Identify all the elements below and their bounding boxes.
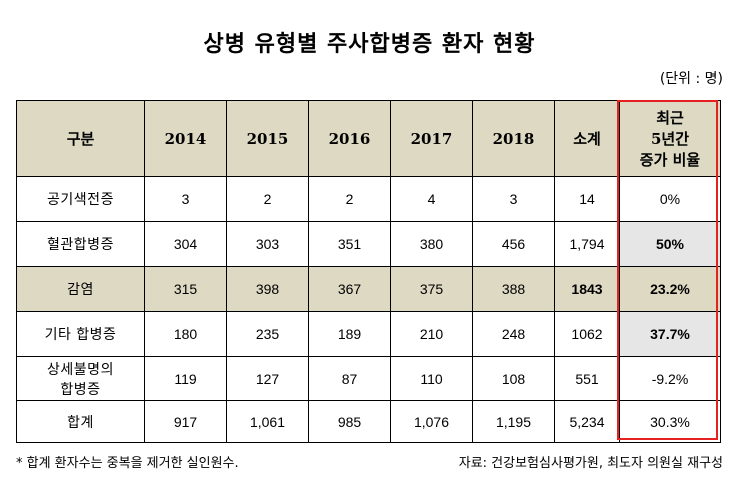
table-cell: 2 — [226, 176, 309, 222]
table-cell: 304 — [144, 221, 227, 267]
table-row: 혈관합병증 304 303 351 380 456 1,794 50% — [16, 221, 721, 267]
table-row: 공기색전증 3 2 2 4 3 14 0% — [16, 176, 721, 222]
row-label: 공기색전증 — [16, 176, 145, 222]
ratio-cell: 0% — [619, 176, 721, 222]
table-cell: 2 — [308, 176, 391, 222]
row-label-line: 상세불명의 — [47, 361, 114, 378]
table-cell: 108 — [472, 356, 555, 401]
header-ratio: 최근 5년간 증가 비율 — [619, 100, 721, 177]
unit-label: (단위 : 명) — [659, 71, 723, 87]
subtotal-cell: 5,234 — [554, 400, 620, 443]
table-cell: 388 — [472, 266, 555, 312]
table-cell: 367 — [308, 266, 391, 312]
ratio-cell: -9.2% — [619, 356, 721, 401]
header-ratio-line: 증가 비율 — [639, 151, 701, 169]
header-ratio-line: 5년간 — [650, 130, 690, 148]
table-cell: 248 — [472, 311, 555, 357]
table-cell: 3 — [144, 176, 227, 222]
header-year-2015: 2015 — [226, 100, 309, 177]
table-cell: 315 — [144, 266, 227, 312]
table-cell: 1,076 — [390, 400, 473, 443]
ratio-cell: 30.3% — [619, 400, 721, 443]
table-cell: 456 — [472, 221, 555, 267]
table-cell: 351 — [308, 221, 391, 267]
table-cell: 375 — [390, 266, 473, 312]
table-cell: 180 — [144, 311, 227, 357]
header-row: 구분 2014 2015 2016 2017 2018 소계 최근 5년간 증가… — [16, 100, 721, 177]
table-cell: 303 — [226, 221, 309, 267]
table-cell: 985 — [308, 400, 391, 443]
table-title: 상병 유형별 주사합병증 환자 현황 — [203, 31, 536, 57]
header-year-2018: 2018 — [472, 100, 555, 177]
row-label: 감염 — [16, 266, 145, 312]
table-row-total: 합계 917 1,061 985 1,076 1,195 5,234 30.3% — [16, 400, 721, 443]
table-cell: 1,195 — [472, 400, 555, 443]
table-cell: 235 — [226, 311, 309, 357]
table-cell: 110 — [390, 356, 473, 401]
complication-table: 구분 2014 2015 2016 2017 2018 소계 최근 5년간 증가… — [16, 100, 721, 443]
row-label: 혈관합병증 — [16, 221, 145, 267]
table-row: 상세불명의 합병증 119 127 87 110 108 551 -9.2% — [16, 356, 721, 401]
table-cell: 1,061 — [226, 400, 309, 443]
table-cell: 189 — [308, 311, 391, 357]
subtotal-cell: 1843 — [554, 266, 620, 312]
footnote: * 합계 환자수는 중복을 제거한 실인원수. — [16, 456, 239, 471]
row-label: 기타 합병증 — [16, 311, 145, 357]
header-year-2017: 2017 — [390, 100, 473, 177]
table-cell: 210 — [390, 311, 473, 357]
header-subtotal: 소계 — [554, 100, 620, 177]
ratio-cell: 50% — [619, 221, 721, 267]
table-cell: 917 — [144, 400, 227, 443]
table-row: 기타 합병증 180 235 189 210 248 1062 37.7% — [16, 311, 721, 357]
table-cell: 3 — [472, 176, 555, 222]
header-ratio-line: 최근 — [656, 109, 684, 127]
header-year-2014: 2014 — [144, 100, 227, 177]
source-note: 자료: 건강보험심사평가원, 최도자 의원실 재구성 — [458, 456, 723, 471]
table-cell: 4 — [390, 176, 473, 222]
subtotal-cell: 551 — [554, 356, 620, 401]
row-label-line: 합병증 — [60, 381, 101, 398]
table-row-highlighted: 감염 315 398 367 375 388 1843 23.2% — [16, 266, 721, 312]
row-label: 상세불명의 합병증 — [16, 356, 145, 401]
table-cell: 398 — [226, 266, 309, 312]
subtotal-cell: 14 — [554, 176, 620, 222]
table-cell: 119 — [144, 356, 227, 401]
ratio-cell: 23.2% — [619, 266, 721, 312]
table-cell: 380 — [390, 221, 473, 267]
header-year-2016: 2016 — [308, 100, 391, 177]
ratio-cell: 37.7% — [619, 311, 721, 357]
row-label: 합계 — [16, 400, 145, 443]
table-cell: 127 — [226, 356, 309, 401]
subtotal-cell: 1,794 — [554, 221, 620, 267]
header-category: 구분 — [16, 100, 145, 177]
subtotal-cell: 1062 — [554, 311, 620, 357]
table-cell: 87 — [308, 356, 391, 401]
